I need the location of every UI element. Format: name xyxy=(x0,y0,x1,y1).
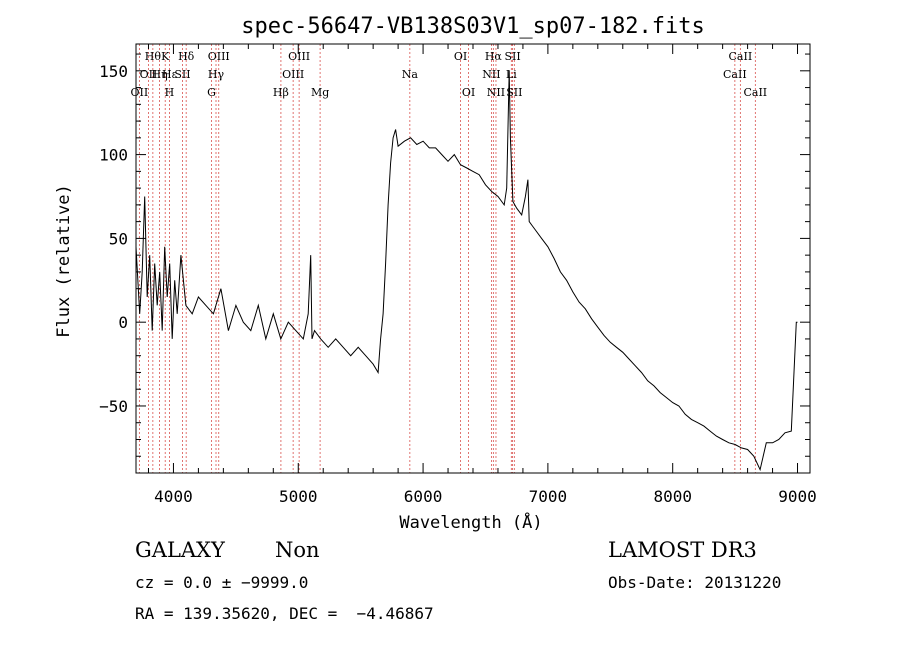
line-label: G xyxy=(207,86,216,99)
line-label: CaII xyxy=(723,68,747,81)
obs-date: Obs-Date: 20131220 xyxy=(608,573,782,592)
y-tick-label: 50 xyxy=(109,229,128,248)
line-label: Hα xyxy=(485,50,503,63)
redshift-cz: cz = 0.0 ± −9999.0 xyxy=(135,573,309,592)
y-tick-label: −50 xyxy=(99,397,128,416)
line-label: Hβ xyxy=(273,86,289,99)
line-label: Mg xyxy=(311,86,329,99)
y-tick-label: 100 xyxy=(99,146,128,165)
line-label: OI xyxy=(454,50,467,63)
line-label: NII xyxy=(482,68,500,81)
y-axis: −50 0 50 100 150 xyxy=(99,53,810,457)
line-label: Hε xyxy=(162,68,178,81)
line-label: OIII xyxy=(208,50,230,63)
survey-name: LAMOST DR3 xyxy=(608,538,757,562)
x-tick-label: 6000 xyxy=(404,487,443,506)
x-axis: 4000 5000 6000 7000 8000 9000 xyxy=(147,44,817,506)
line-label: OII xyxy=(131,86,149,99)
x-tick-label: 7000 xyxy=(529,487,568,506)
object-subclass: Non xyxy=(275,538,320,562)
line-label: SII xyxy=(174,68,190,81)
line-label: Li xyxy=(506,68,517,81)
line-label: OI xyxy=(462,86,475,99)
line-label: OIII xyxy=(282,68,304,81)
chart-title: spec-56647-VB138S03V1_sp07-182.fits xyxy=(241,14,705,39)
y-tick-label: 150 xyxy=(99,62,128,81)
x-tick-label: 8000 xyxy=(653,487,692,506)
line-label: K xyxy=(161,50,170,63)
coordinates: RA = 139.35620, DEC = −4.46867 xyxy=(135,604,434,623)
line-label: Hθ xyxy=(145,50,162,63)
x-tick-label: 5000 xyxy=(279,487,318,506)
line-label: H xyxy=(165,86,175,99)
line-label: CaII xyxy=(729,50,753,63)
x-tick-label: 4000 xyxy=(154,487,193,506)
plot-frame xyxy=(135,43,811,474)
emission-line-markers xyxy=(138,44,756,473)
line-label: SII xyxy=(504,50,520,63)
line-label: NII xyxy=(487,86,505,99)
line-label: OIII xyxy=(288,50,310,63)
line-label: SII xyxy=(506,86,522,99)
line-label: CaII xyxy=(743,86,767,99)
x-axis-label: Wavelength (Å) xyxy=(399,511,542,533)
object-class: GALAXY xyxy=(135,538,225,562)
line-label: Na xyxy=(402,68,419,81)
line-label: Hδ xyxy=(178,50,195,63)
y-tick-label: 0 xyxy=(118,313,128,332)
y-axis-label: Flux (relative) xyxy=(54,184,74,338)
line-label: Hη xyxy=(151,68,167,81)
spectrum-series xyxy=(135,70,798,472)
spectrum-line xyxy=(135,70,798,472)
x-tick-label: 9000 xyxy=(778,487,817,506)
line-label: Hγ xyxy=(208,68,225,81)
